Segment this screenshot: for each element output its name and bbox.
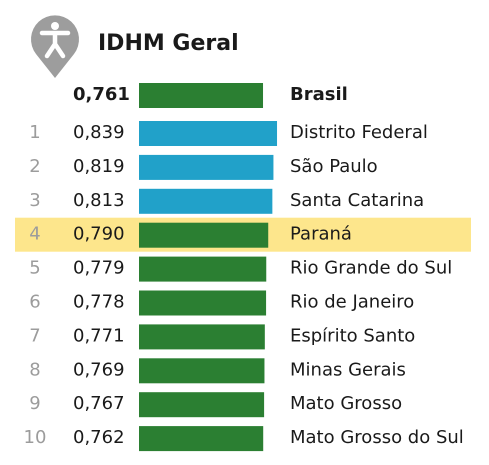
category-label: Rio de Janeiro bbox=[290, 292, 414, 313]
category-label: Brasil bbox=[290, 84, 348, 105]
category-label: Distrito Federal bbox=[290, 122, 428, 143]
value-label: 0,790 bbox=[73, 224, 125, 245]
bar bbox=[139, 358, 265, 384]
bar bbox=[139, 154, 274, 180]
value-label: 0,767 bbox=[73, 393, 125, 414]
bar bbox=[139, 426, 264, 452]
rank: 6 bbox=[29, 292, 40, 313]
bar bbox=[139, 222, 269, 248]
rank: 5 bbox=[29, 258, 40, 279]
rank: 10 bbox=[24, 427, 47, 448]
bar bbox=[139, 83, 264, 108]
value-label: 0,769 bbox=[73, 359, 125, 380]
bar bbox=[139, 392, 265, 418]
chart-title: IDHM Geral bbox=[98, 31, 239, 56]
bar bbox=[139, 290, 267, 316]
rank: 8 bbox=[29, 359, 40, 380]
bar bbox=[139, 324, 265, 350]
category-label: Santa Catarina bbox=[290, 190, 424, 211]
bar bbox=[139, 188, 273, 214]
bar bbox=[139, 121, 278, 146]
category-label: Mato Grosso do Sul bbox=[290, 427, 464, 448]
category-label: Espírito Santo bbox=[290, 325, 415, 346]
pin-icon bbox=[31, 15, 79, 78]
bar bbox=[139, 256, 267, 282]
category-label: Minas Gerais bbox=[290, 359, 406, 380]
category-label: Paraná bbox=[290, 224, 352, 245]
value-label: 0,779 bbox=[73, 258, 125, 279]
category-label: São Paulo bbox=[290, 156, 378, 177]
rank: 1 bbox=[29, 122, 40, 143]
rank: 2 bbox=[29, 156, 40, 177]
rank: 9 bbox=[29, 393, 40, 414]
value-label: 0,819 bbox=[73, 156, 125, 177]
rank: 4 bbox=[29, 224, 40, 245]
rank: 3 bbox=[29, 190, 40, 211]
rank: 7 bbox=[29, 325, 40, 346]
value-label: 0,813 bbox=[73, 190, 125, 211]
value-label: 0,771 bbox=[73, 325, 125, 346]
category-label: Mato Grosso bbox=[290, 393, 402, 414]
value-label: 0,762 bbox=[73, 427, 125, 448]
value-label: 0,778 bbox=[73, 292, 125, 313]
value-label: 0,761 bbox=[73, 84, 130, 105]
value-label: 0,839 bbox=[73, 122, 125, 143]
category-label: Rio Grande do Sul bbox=[290, 258, 452, 279]
